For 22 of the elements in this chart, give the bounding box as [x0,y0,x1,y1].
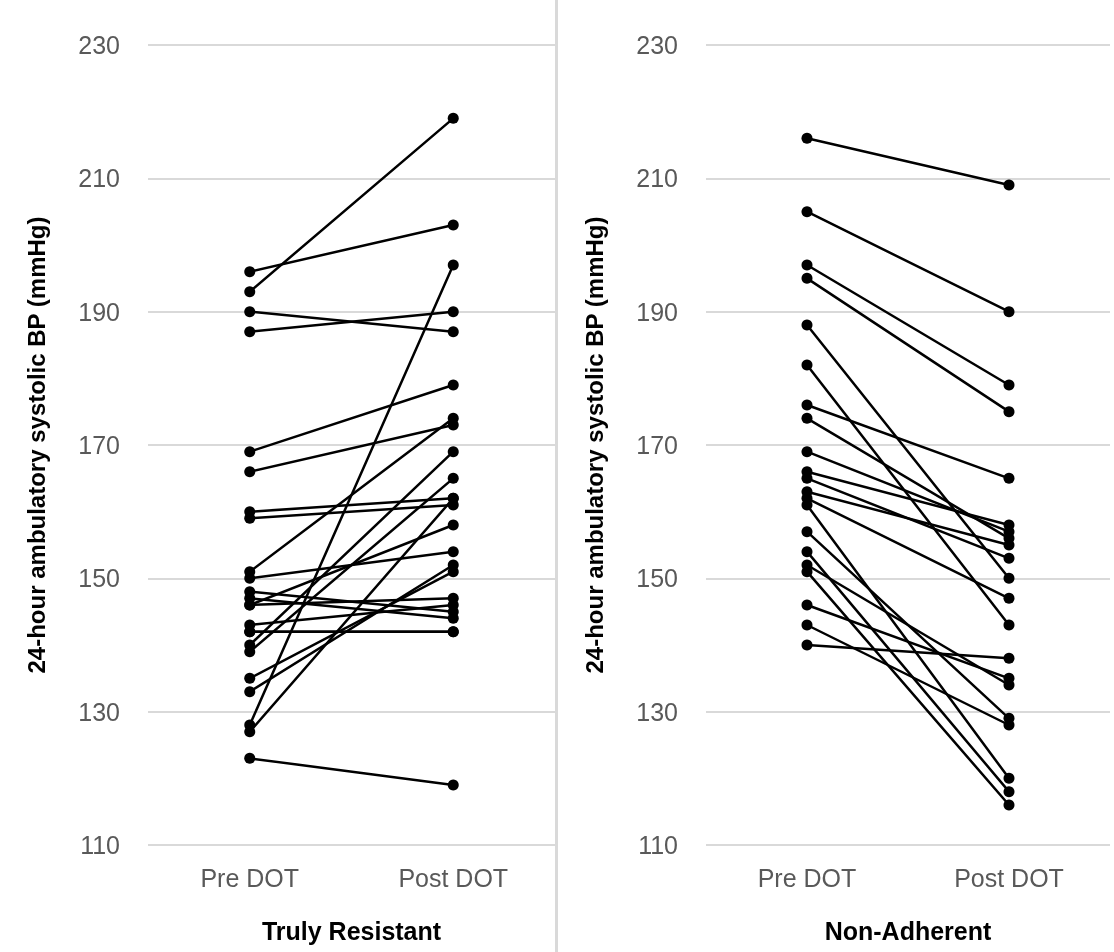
x-tick-label: Pre DOT [757,863,857,892]
y-tick-label: 150 [78,564,120,593]
y-tick-label: 230 [78,31,120,59]
y-tick-label: 110 [638,831,678,859]
x-tick-label: Post DOT [398,863,509,892]
y-tick-label: 210 [78,164,120,193]
x-tick-label: Post DOT [954,863,1064,892]
y-tick-label: 190 [78,297,120,326]
y-axis-title: 24-hour ambulatory systolic BP (mmHg) [22,216,50,674]
y-tick-label: 170 [78,431,120,459]
y-tick-label: 130 [636,697,678,726]
y-tick-label: 190 [636,297,678,326]
y-axis-title: 24-hour ambulatory systolic BP (mmHg) [580,216,608,674]
y-tick-label: 210 [636,164,678,193]
x-axis-title: Non-Adherent [824,916,992,945]
y-tick-label: 150 [636,564,678,593]
x-tick-label: Pre DOT [200,863,300,892]
y-tick-label: 130 [78,697,120,726]
y-tick-label: 110 [80,831,120,859]
x-axis-title: Truly Resistant [261,916,442,945]
y-tick-label: 230 [636,31,678,59]
y-tick-label: 170 [636,431,678,459]
